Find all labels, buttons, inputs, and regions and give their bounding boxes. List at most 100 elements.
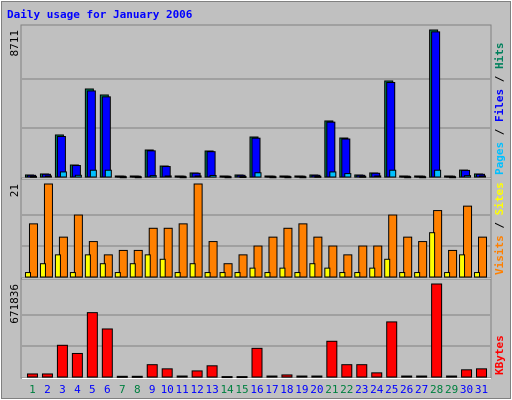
bar <box>418 241 428 278</box>
bar <box>191 370 203 378</box>
x-tick-label: 15 <box>235 383 248 396</box>
bar <box>449 176 457 179</box>
x-tick-label: 4 <box>74 383 81 396</box>
x-tick-label: 13 <box>205 383 218 396</box>
bar <box>73 214 83 278</box>
x-tick-label: 27 <box>415 383 428 396</box>
x-tick-label: 10 <box>161 383 174 396</box>
bar <box>309 263 316 278</box>
bar <box>236 376 248 379</box>
bar <box>219 272 226 278</box>
bar <box>251 137 261 178</box>
legend: KBytes <box>493 335 506 375</box>
bar <box>354 272 361 278</box>
bar <box>401 375 413 378</box>
bar <box>39 263 46 278</box>
bar <box>414 272 421 278</box>
legend-separator: / <box>493 75 506 82</box>
legend-separator: / <box>493 128 506 135</box>
bar <box>343 254 353 278</box>
x-tick-label: 28 <box>430 383 443 396</box>
bar <box>89 169 97 178</box>
x-tick-label: 16 <box>250 383 263 396</box>
bar <box>264 272 271 278</box>
x-tick-label: 18 <box>280 383 293 396</box>
bar <box>161 166 171 178</box>
bar <box>209 174 217 178</box>
bar <box>298 223 308 278</box>
bar <box>193 183 203 278</box>
bar <box>251 347 263 378</box>
bar <box>389 169 397 178</box>
bar <box>463 205 473 278</box>
bar <box>358 245 368 278</box>
bar <box>146 150 156 178</box>
bar <box>71 352 83 378</box>
x-tick-label: 9 <box>149 383 156 396</box>
bar <box>444 272 451 278</box>
bar <box>221 376 233 379</box>
bar <box>159 258 166 278</box>
bar <box>114 272 121 278</box>
bar <box>129 263 136 278</box>
bar <box>224 176 232 179</box>
bar <box>116 375 128 378</box>
bar <box>416 375 428 378</box>
bar <box>434 169 442 178</box>
bar <box>369 267 376 278</box>
bar <box>146 364 158 378</box>
bar <box>239 175 247 178</box>
legend: Pages / Files / Hits <box>493 43 506 176</box>
bar <box>59 171 67 178</box>
x-tick-label: 23 <box>355 383 368 396</box>
bar <box>339 272 346 278</box>
bar <box>134 176 142 179</box>
y-tick-label: 8711 <box>8 30 21 57</box>
bar <box>206 151 216 178</box>
bar <box>459 254 466 278</box>
bar <box>359 175 367 178</box>
bar <box>341 138 351 178</box>
bar <box>266 375 278 378</box>
bar <box>29 175 37 178</box>
x-tick-label: 26 <box>400 383 413 396</box>
bar <box>479 175 487 178</box>
bar <box>356 364 368 378</box>
bar <box>43 183 53 278</box>
bar <box>149 175 157 178</box>
bar <box>144 254 151 278</box>
x-tick-label: 6 <box>104 383 111 396</box>
bar <box>189 263 196 278</box>
bar <box>74 174 82 178</box>
x-tick-label: 1 <box>29 383 36 396</box>
bar <box>386 321 398 378</box>
bar <box>204 272 211 278</box>
bar <box>374 175 382 178</box>
bar <box>388 214 398 278</box>
x-tick-label: 2 <box>44 383 51 396</box>
x-tick-label: 30 <box>460 383 473 396</box>
bar <box>119 176 127 179</box>
bar <box>314 175 322 178</box>
x-tick-label: 5 <box>89 383 96 396</box>
bar <box>101 96 111 178</box>
bar <box>223 263 233 278</box>
bar <box>194 175 202 178</box>
bar <box>69 272 76 278</box>
bar <box>474 272 481 278</box>
bar <box>294 272 301 278</box>
x-tick-label: 11 <box>176 383 189 396</box>
bar <box>249 267 256 278</box>
bar <box>419 176 427 179</box>
bar <box>461 369 473 378</box>
bar <box>99 263 106 278</box>
bar <box>54 254 61 278</box>
legend-entry: Files <box>493 89 506 122</box>
bar <box>404 176 412 179</box>
x-tick-label: 8 <box>134 383 141 396</box>
bar <box>163 227 173 278</box>
legend-separator: / <box>493 222 506 229</box>
bar <box>178 223 188 278</box>
